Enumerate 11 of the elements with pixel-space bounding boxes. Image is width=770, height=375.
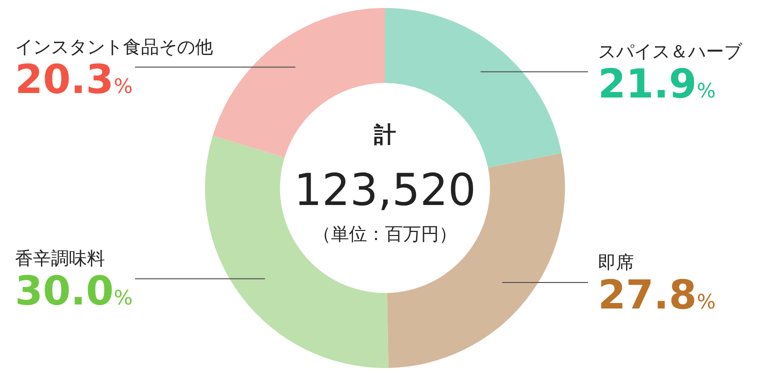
- data-label: 27.8%: [598, 272, 716, 318]
- data-label: 30.0%: [15, 268, 133, 315]
- data-label: 21.9%: [598, 62, 716, 108]
- text: 123,520: [294, 165, 476, 216]
- slice-label: 香辛調味料: [15, 248, 105, 270]
- text: （単位：百万円）: [313, 224, 457, 245]
- slice-label: インスタント食品その他: [15, 37, 213, 58]
- slice-label: スパイス＆ハーブ: [598, 42, 743, 63]
- text: 計: [373, 123, 396, 148]
- data-label: 20.3%: [15, 57, 133, 104]
- slice-label: 即席: [598, 252, 634, 274]
